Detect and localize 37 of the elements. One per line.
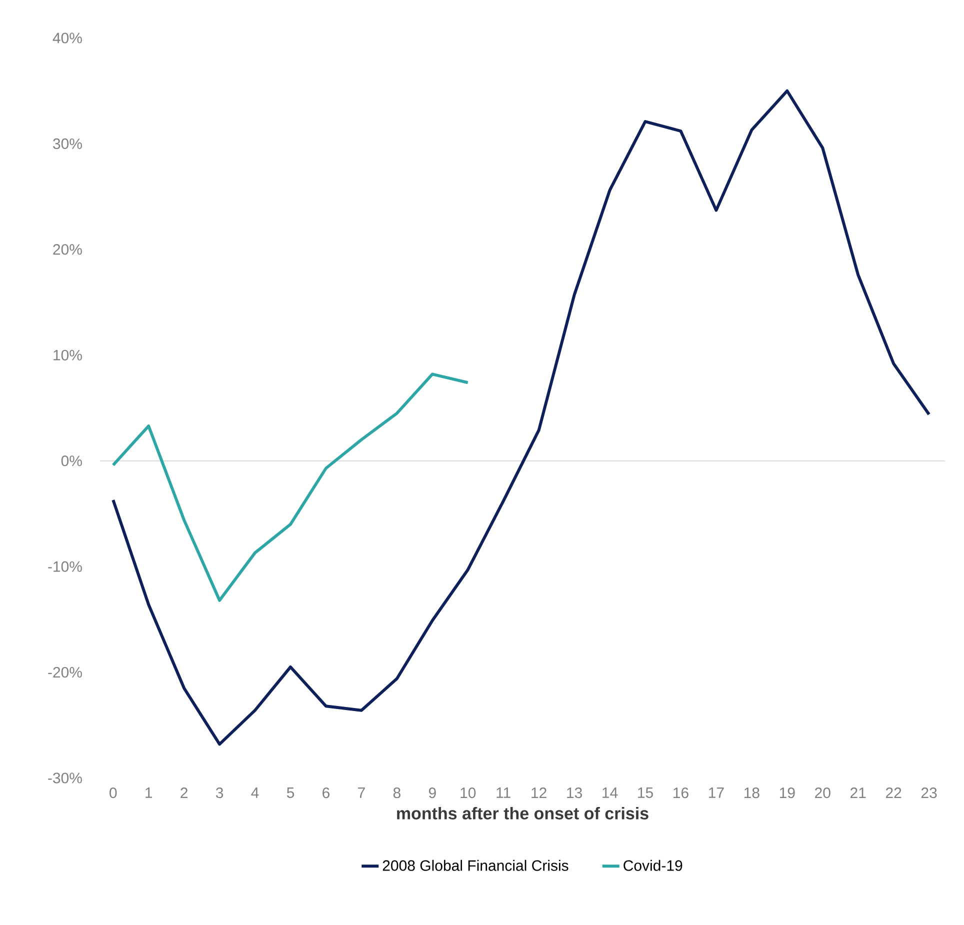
x-tick-label: 9 bbox=[428, 788, 436, 798]
x-tick-label: 5 bbox=[286, 788, 294, 798]
x-tick-label: 2 bbox=[180, 788, 188, 798]
x-tick-label: 18 bbox=[744, 788, 760, 798]
line-series bbox=[112, 89, 931, 746]
x-tick-label: 8 bbox=[393, 788, 400, 798]
legend-label: Covid-19 bbox=[624, 860, 682, 871]
x-tick-label: 4 bbox=[251, 788, 259, 798]
x-tick-label: 11 bbox=[496, 788, 510, 798]
x-tick-label: 1 bbox=[146, 788, 152, 798]
x-tick-label: 13 bbox=[567, 788, 582, 798]
line-series bbox=[112, 372, 470, 602]
x-tick-label: 19 bbox=[780, 788, 795, 798]
y-tick-label: 30% bbox=[53, 138, 82, 150]
y-tick-label: 10% bbox=[54, 350, 82, 360]
x-axis-title: months after the onset of crisis bbox=[397, 806, 648, 820]
y-tick-label: -30% bbox=[48, 772, 82, 784]
x-tick-label: 23 bbox=[921, 788, 937, 798]
x-tick-label: 15 bbox=[638, 788, 653, 798]
y-tick-label: -20% bbox=[48, 666, 82, 678]
x-tick-label: 22 bbox=[886, 788, 902, 798]
legend-label: 2008 Global Financial Crisis bbox=[382, 860, 568, 871]
x-tick-label: 7 bbox=[358, 788, 365, 798]
x-tick-label: 0 bbox=[110, 788, 117, 798]
x-tick-label: 16 bbox=[674, 788, 688, 798]
x-tick-label: 20 bbox=[815, 788, 830, 798]
x-tick-label: 6 bbox=[322, 788, 330, 798]
x-tick-label: 14 bbox=[602, 788, 618, 798]
x-tick-label: 10 bbox=[460, 788, 476, 798]
y-tick-label: 20% bbox=[53, 244, 82, 255]
x-tick-label: 12 bbox=[532, 788, 546, 798]
y-tick-label: 0% bbox=[61, 456, 82, 466]
y-tick-label: 40% bbox=[52, 32, 82, 44]
x-tick-label: 21 bbox=[850, 788, 866, 798]
x-tick-label: 3 bbox=[216, 788, 224, 798]
y-tick-label: -10% bbox=[48, 561, 82, 572]
x-tick-label: 17 bbox=[708, 788, 724, 798]
